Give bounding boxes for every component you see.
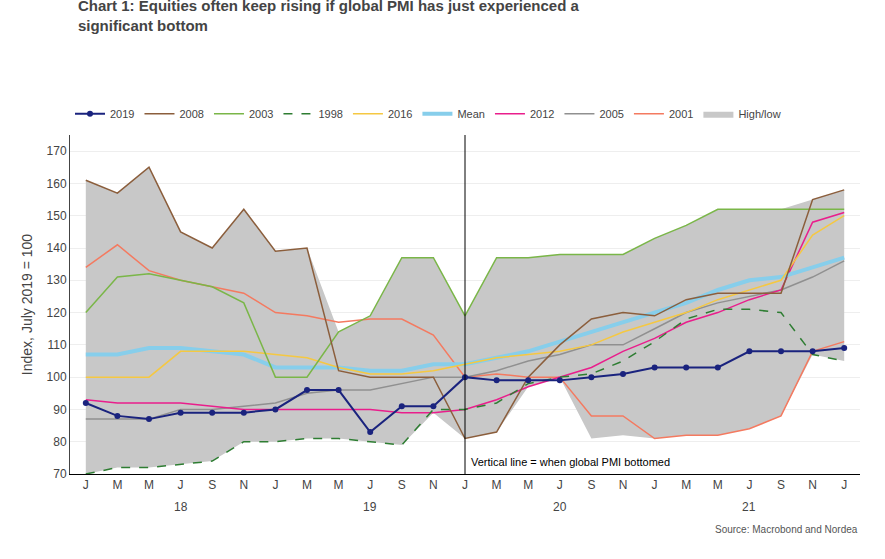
svg-text:70: 70 [53, 467, 67, 481]
svg-text:2003: 2003 [249, 108, 273, 120]
svg-text:20: 20 [553, 500, 567, 514]
svg-text:80: 80 [53, 435, 67, 449]
svg-text:M: M [713, 478, 723, 492]
svg-text:Index, July 2019 = 100: Index, July 2019 = 100 [19, 234, 35, 375]
svg-text:100: 100 [47, 370, 67, 384]
svg-text:N: N [429, 478, 438, 492]
svg-text:J: J [652, 478, 658, 492]
svg-text:J: J [557, 478, 563, 492]
svg-text:140: 140 [47, 241, 67, 255]
svg-text:J: J [462, 478, 468, 492]
svg-text:M: M [523, 478, 533, 492]
svg-text:N: N [239, 478, 248, 492]
svg-text:19: 19 [363, 500, 377, 514]
svg-text:2012: 2012 [530, 108, 554, 120]
svg-text:N: N [619, 478, 628, 492]
svg-text:S: S [208, 478, 216, 492]
svg-text:N: N [808, 478, 817, 492]
svg-text:2008: 2008 [179, 108, 203, 120]
svg-text:High/low: High/low [738, 108, 780, 120]
svg-text:Chart 1: Equities often keep r: Chart 1: Equities often keep rising if g… [78, 0, 580, 34]
svg-text:J: J [841, 478, 847, 492]
svg-text:J: J [746, 478, 752, 492]
svg-text:J: J [367, 478, 373, 492]
svg-text:110: 110 [47, 338, 66, 352]
svg-text:M: M [144, 478, 154, 492]
svg-text:J: J [178, 478, 184, 492]
svg-text:M: M [302, 478, 312, 492]
svg-text:150: 150 [47, 209, 67, 223]
svg-text:Source: Macrobond and Nordea: Source: Macrobond and Nordea [715, 524, 858, 535]
svg-text:M: M [334, 478, 344, 492]
svg-text:2005: 2005 [599, 108, 623, 120]
svg-text:2016: 2016 [388, 108, 412, 120]
svg-text:J: J [272, 478, 278, 492]
svg-text:160: 160 [47, 177, 67, 191]
svg-text:Vertical line = when global PM: Vertical line = when global PMI bottomed [471, 456, 670, 468]
svg-text:M: M [112, 478, 122, 492]
svg-text:M: M [492, 478, 502, 492]
svg-text:1998: 1998 [318, 108, 342, 120]
svg-text:S: S [587, 478, 595, 492]
svg-text:M: M [681, 478, 691, 492]
svg-text:170: 170 [47, 144, 67, 158]
svg-text:Mean: Mean [457, 108, 485, 120]
svg-text:2019: 2019 [110, 108, 134, 120]
svg-text:J: J [83, 478, 89, 492]
svg-text:90: 90 [53, 403, 67, 417]
svg-text:S: S [398, 478, 406, 492]
svg-text:S: S [777, 478, 785, 492]
svg-text:21: 21 [742, 500, 756, 514]
svg-text:2001: 2001 [669, 108, 693, 120]
svg-text:120: 120 [47, 306, 67, 320]
svg-text:18: 18 [174, 500, 188, 514]
svg-text:130: 130 [47, 273, 67, 287]
